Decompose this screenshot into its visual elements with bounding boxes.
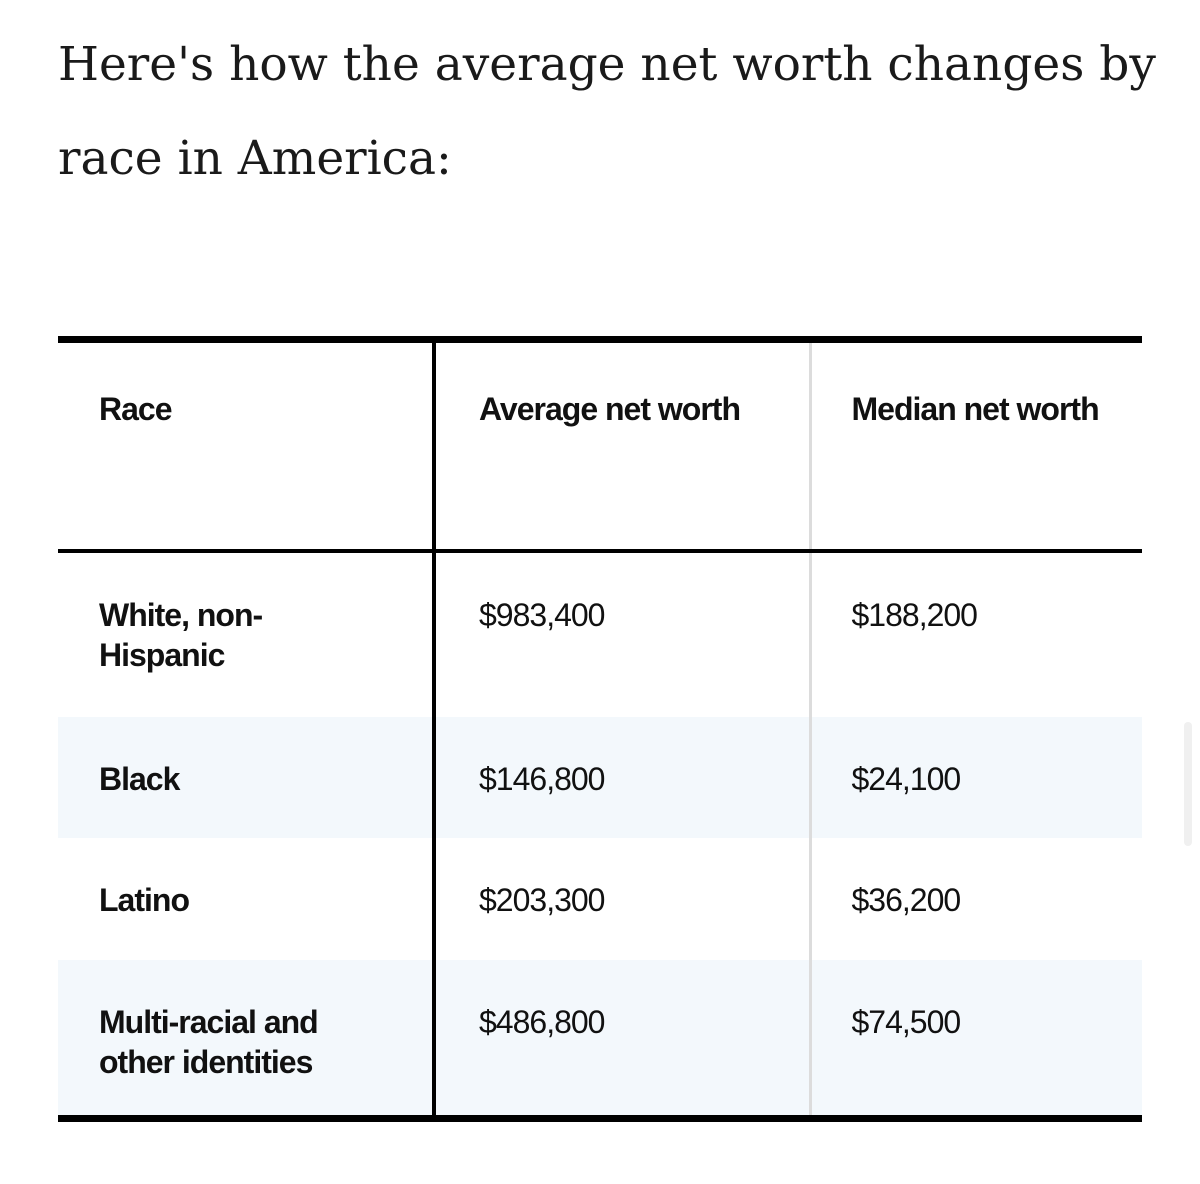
column-header-race: Race	[58, 339, 436, 553]
average-cell: $146,800	[434, 716, 812, 838]
race-cell: Multi-racial and other identities	[58, 959, 436, 1119]
column-header-average: Average net worth	[434, 339, 812, 553]
article-heading: Here's how the average net worth changes…	[58, 37, 1156, 186]
average-cell: $203,300	[434, 837, 812, 960]
average-cell: $983,400	[434, 550, 812, 717]
median-value: $188,200	[851, 596, 978, 633]
race-label: White, non-Hispanic	[99, 596, 263, 673]
net-worth-table-container: Race Average net worth Median net worth …	[58, 336, 1142, 1122]
net-worth-table: Race Average net worth Median net worth …	[58, 336, 1142, 1122]
average-value: $486,800	[479, 1003, 605, 1040]
table-row: White, non-Hispanic $983,400 $188,200	[58, 550, 1142, 717]
average-value: $203,300	[479, 881, 605, 918]
median-cell: $36,200	[810, 838, 1142, 960]
median-value: $74,500	[851, 1003, 962, 1040]
column-header-median: Median net worth	[810, 339, 1142, 553]
table-row: Multi-racial and other identities $486,8…	[58, 959, 1142, 1119]
average-value: $146,800	[479, 760, 605, 797]
median-cell: $74,500	[810, 959, 1142, 1119]
race-label: Latino	[99, 881, 190, 918]
table-row: Black $146,800 $24,100	[58, 716, 1142, 838]
race-cell: Latino	[58, 837, 436, 960]
race-cell: Black	[58, 716, 436, 838]
median-value: $36,200	[851, 881, 962, 918]
median-cell: $24,100	[810, 716, 1142, 838]
table-row: Latino $203,300 $36,200	[58, 837, 1142, 960]
average-value: $983,400	[479, 596, 605, 633]
race-label: Black	[99, 760, 180, 797]
race-label: Multi-racial and other identities	[99, 1003, 319, 1080]
table-header-row: Race Average net worth Median net worth	[58, 339, 1142, 553]
median-cell: $188,200	[810, 551, 1142, 717]
average-cell: $486,800	[434, 959, 812, 1119]
race-cell: White, non-Hispanic	[58, 550, 436, 717]
median-value: $24,100	[851, 760, 962, 797]
scrollbar[interactable]	[1184, 722, 1192, 846]
